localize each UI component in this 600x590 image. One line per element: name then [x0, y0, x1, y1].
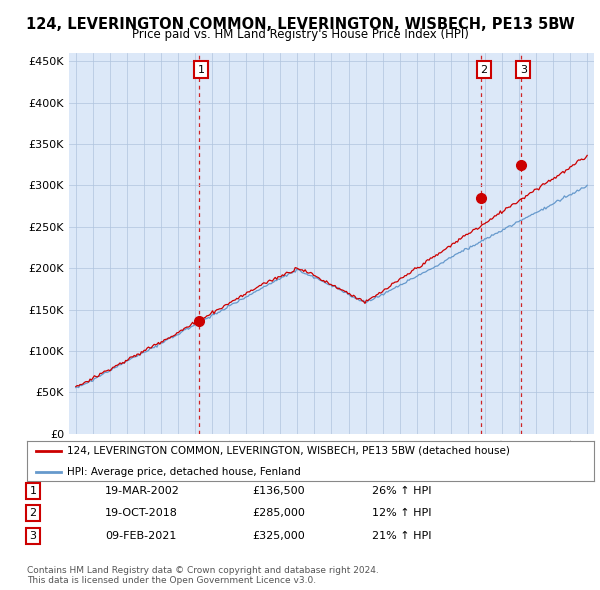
Text: 21% ↑ HPI: 21% ↑ HPI	[372, 531, 431, 540]
Text: 12% ↑ HPI: 12% ↑ HPI	[372, 509, 431, 518]
Text: 2: 2	[481, 65, 488, 75]
Text: 124, LEVERINGTON COMMON, LEVERINGTON, WISBECH, PE13 5BW (detached house): 124, LEVERINGTON COMMON, LEVERINGTON, WI…	[67, 446, 509, 455]
Text: 19-OCT-2018: 19-OCT-2018	[105, 509, 178, 518]
Text: 26% ↑ HPI: 26% ↑ HPI	[372, 486, 431, 496]
Text: Price paid vs. HM Land Registry's House Price Index (HPI): Price paid vs. HM Land Registry's House …	[131, 28, 469, 41]
Text: 1: 1	[198, 65, 205, 75]
Text: 124, LEVERINGTON COMMON, LEVERINGTON, WISBECH, PE13 5BW: 124, LEVERINGTON COMMON, LEVERINGTON, WI…	[26, 17, 574, 31]
Text: Contains HM Land Registry data © Crown copyright and database right 2024.: Contains HM Land Registry data © Crown c…	[27, 566, 379, 575]
Text: 3: 3	[520, 65, 527, 75]
Text: This data is licensed under the Open Government Licence v3.0.: This data is licensed under the Open Gov…	[27, 576, 316, 585]
Text: 1: 1	[29, 486, 37, 496]
Text: £285,000: £285,000	[252, 509, 305, 518]
Text: 19-MAR-2002: 19-MAR-2002	[105, 486, 180, 496]
Text: 09-FEB-2021: 09-FEB-2021	[105, 531, 176, 540]
Text: 3: 3	[29, 531, 37, 540]
Text: £325,000: £325,000	[252, 531, 305, 540]
Text: HPI: Average price, detached house, Fenland: HPI: Average price, detached house, Fenl…	[67, 467, 301, 477]
Text: £136,500: £136,500	[252, 486, 305, 496]
Text: 2: 2	[29, 509, 37, 518]
